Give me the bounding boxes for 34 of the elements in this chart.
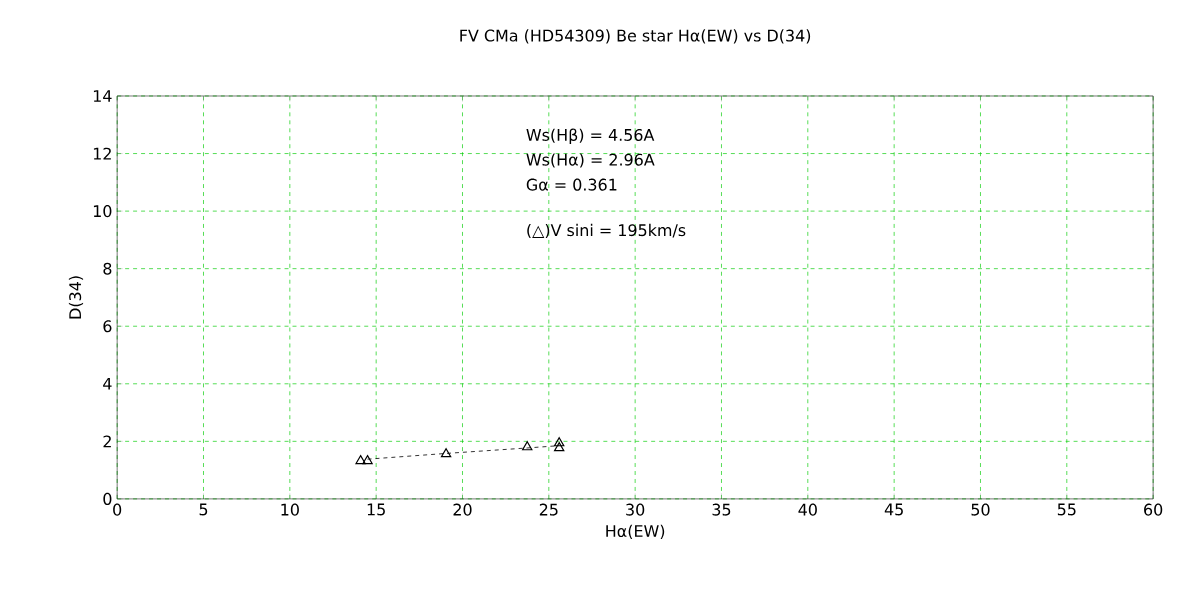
- x-tick-label: 55: [1057, 503, 1076, 516]
- x-tick-label: 45: [884, 503, 903, 516]
- x-tick-label: 30: [626, 503, 645, 516]
- x-tick-label: 60: [1144, 503, 1163, 516]
- x-tick-label: 0: [113, 503, 122, 516]
- point: [355, 455, 366, 465]
- x-tick-label: 5: [199, 503, 208, 516]
- x-tick-label: 15: [367, 503, 385, 516]
- y-axis-title: D(34): [68, 276, 84, 319]
- x-tick-label: 10: [281, 503, 299, 516]
- y-tick-label: 14: [93, 90, 112, 102]
- x-tick-label: 50: [971, 503, 990, 516]
- annotation: Ws(Hα) = 2.96A: [526, 153, 655, 168]
- x-axis-title: Hα(EW): [606, 524, 665, 540]
- chart-title: FV CMa (HD54309) Be star Hα(EW) vs D(34): [460, 29, 811, 44]
- point: [362, 455, 373, 465]
- x-tick-label: 25: [539, 503, 558, 516]
- y-tick-label: 6: [103, 320, 112, 333]
- y-tick-label: 4: [103, 378, 112, 390]
- point: [522, 441, 533, 451]
- y-tick-label: 0: [103, 492, 112, 506]
- y-tick-label: 8: [103, 262, 112, 275]
- x-tick-label: 35: [712, 503, 731, 516]
- y-tick-label: 12: [93, 147, 111, 160]
- annotation: (△)V sini = 195km/s: [527, 223, 686, 239]
- y-tick-label: 10: [93, 205, 112, 218]
- point: [553, 437, 565, 447]
- point: [440, 448, 452, 458]
- x-tick-label: 40: [798, 503, 817, 516]
- annotation: Gα = 0.361: [526, 178, 617, 191]
- annotation: Ws(Hβ) = 4.56A: [526, 128, 655, 145]
- y-tick-label: 2: [103, 435, 111, 448]
- x-tick-label: 20: [453, 503, 472, 516]
- point: [553, 442, 565, 452]
